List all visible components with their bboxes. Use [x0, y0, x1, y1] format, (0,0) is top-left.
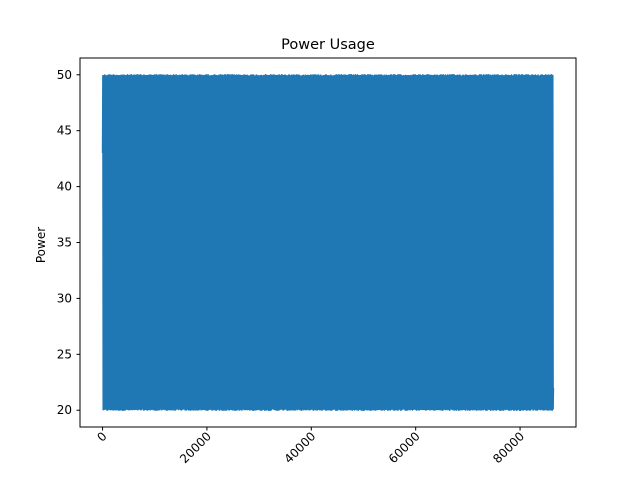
- y-tick-label: 45: [57, 124, 72, 138]
- y-tick-label: 50: [57, 68, 72, 82]
- series-line: [101, 74, 555, 411]
- plot-area: [101, 74, 555, 411]
- y-tick-label: 40: [57, 180, 72, 194]
- y-tick-label: 30: [57, 291, 72, 305]
- chart-title: Power Usage: [281, 37, 375, 53]
- y-tick-label: 20: [57, 403, 72, 417]
- y-tick-label: 25: [57, 347, 72, 361]
- y-axis-label: Power: [34, 227, 48, 263]
- y-tick-label: 35: [57, 236, 72, 250]
